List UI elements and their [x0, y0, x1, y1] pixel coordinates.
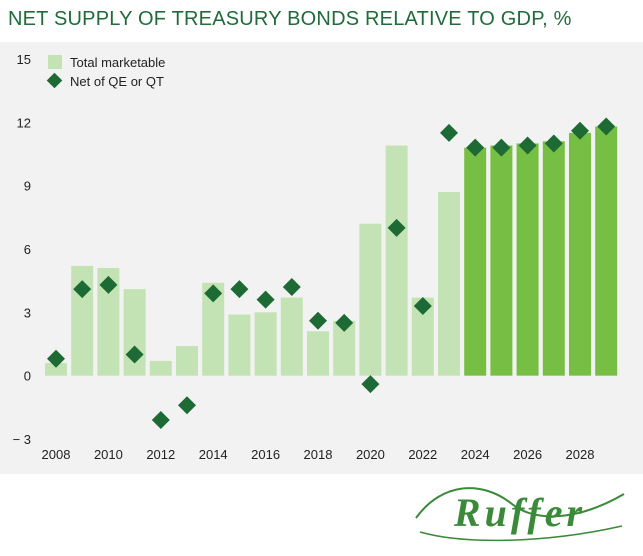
- y-tick-label: 0: [24, 369, 31, 384]
- bar-total-marketable: [45, 363, 67, 376]
- x-tick-label: 2024: [461, 447, 490, 462]
- y-tick-label: − 3: [13, 432, 31, 447]
- bar-total-marketable: [595, 126, 618, 376]
- legend-label-total-marketable: Total marketable: [70, 55, 165, 70]
- marker-net-of-qe-or-qt: [204, 284, 223, 303]
- bar-total-marketable: [411, 297, 434, 376]
- y-axis: 15 12 9 6 3 0 − 3: [13, 52, 31, 447]
- y-tick-label: 12: [17, 115, 31, 130]
- bar-total-marketable: [490, 145, 513, 376]
- legend: Total marketable Net of QE or QT: [46, 55, 165, 89]
- marker-net-of-qe-or-qt: [492, 138, 511, 157]
- marker-net-of-qe-or-qt: [518, 136, 537, 155]
- bar-total-marketable: [280, 297, 303, 376]
- marker-net-of-qe-or-qt: [361, 375, 380, 394]
- marker-net-of-qe-or-qt: [282, 278, 301, 296]
- bar-total-marketable: [254, 312, 277, 376]
- bar-total-marketable: [307, 331, 329, 376]
- logo-swash: [415, 487, 625, 542]
- marker-net-of-qe-or-qt: [256, 290, 275, 309]
- marker-net-of-qe-or-qt: [230, 280, 249, 299]
- marker-net-of-qe-or-qt: [440, 123, 458, 142]
- x-tick-label: 2020: [356, 447, 385, 462]
- marker-net-of-qe-or-qt: [73, 280, 92, 299]
- x-tick-label: 2018: [304, 447, 333, 462]
- bar-total-marketable: [333, 320, 356, 376]
- bar-total-marketable: [464, 147, 487, 376]
- x-tick-label: 2014: [199, 447, 228, 462]
- bar-total-marketable: [542, 141, 565, 376]
- legend-marker-net-of-qe-or-qt: [46, 72, 63, 89]
- bar-total-marketable: [228, 314, 251, 376]
- chart: 15 12 9 6 3 0 − 3 2008 2010 2012 2014 2016 2018 2020…: [13, 52, 618, 462]
- markers-layer: [47, 117, 616, 429]
- bar-total-marketable: [359, 223, 382, 376]
- x-tick-label: 2010: [94, 447, 123, 462]
- x-tick-label: 2022: [408, 447, 437, 462]
- marker-net-of-qe-or-qt: [47, 349, 65, 368]
- marker-net-of-qe-or-qt: [413, 297, 432, 315]
- marker-net-of-qe-or-qt: [571, 121, 589, 140]
- bar-total-marketable: [71, 265, 94, 376]
- marker-net-of-qe-or-qt: [178, 396, 196, 415]
- marker-net-of-qe-or-qt: [125, 345, 144, 364]
- x-tick-label: 2016: [251, 447, 280, 462]
- chart-title: NET SUPPLY OF TREASURY BONDS RELATIVE TO…: [8, 8, 572, 30]
- logo-wordmark: Ruffer: [453, 489, 587, 535]
- marker-net-of-qe-or-qt: [151, 411, 170, 429]
- y-tick-label: 9: [24, 179, 31, 194]
- bar-total-marketable: [176, 346, 198, 376]
- x-tick-label: 2008: [42, 447, 71, 462]
- x-tick-label: 2028: [566, 447, 595, 462]
- bars-layer: [45, 126, 618, 376]
- marker-net-of-qe-or-qt: [99, 275, 118, 294]
- marker-net-of-qe-or-qt: [466, 138, 485, 157]
- x-tick-label: 2026: [513, 447, 542, 462]
- marker-net-of-qe-or-qt: [544, 134, 563, 153]
- bar-total-marketable: [569, 132, 591, 376]
- legend-swatch-total-marketable: [48, 55, 62, 69]
- bar-total-marketable: [438, 192, 460, 376]
- x-tick-label: 2012: [146, 447, 175, 462]
- marker-net-of-qe-or-qt: [387, 218, 406, 237]
- bar-total-marketable: [385, 145, 408, 376]
- plot-area: 15 12 9 6 3 0 − 3 2008 2010 2012 2014 2016 2018 2020…: [0, 42, 643, 474]
- brand-logo: Ruffer: [402, 474, 638, 550]
- marker-net-of-qe-or-qt: [597, 117, 616, 136]
- y-tick-label: 3: [24, 305, 31, 320]
- y-tick-label: 6: [24, 242, 31, 257]
- bar-total-marketable: [149, 360, 172, 376]
- bar-total-marketable: [97, 268, 120, 376]
- x-axis: 2008 2010 2012 2014 2016 2018 2020 2022 2024 2026…: [42, 447, 595, 462]
- marker-net-of-qe-or-qt: [335, 313, 354, 332]
- y-tick-label: 15: [17, 52, 31, 67]
- bar-total-marketable: [516, 143, 539, 376]
- bar-total-marketable: [202, 282, 225, 376]
- legend-label-net-of-qe-or-qt: Net of QE or QT: [70, 74, 164, 89]
- marker-net-of-qe-or-qt: [309, 311, 327, 330]
